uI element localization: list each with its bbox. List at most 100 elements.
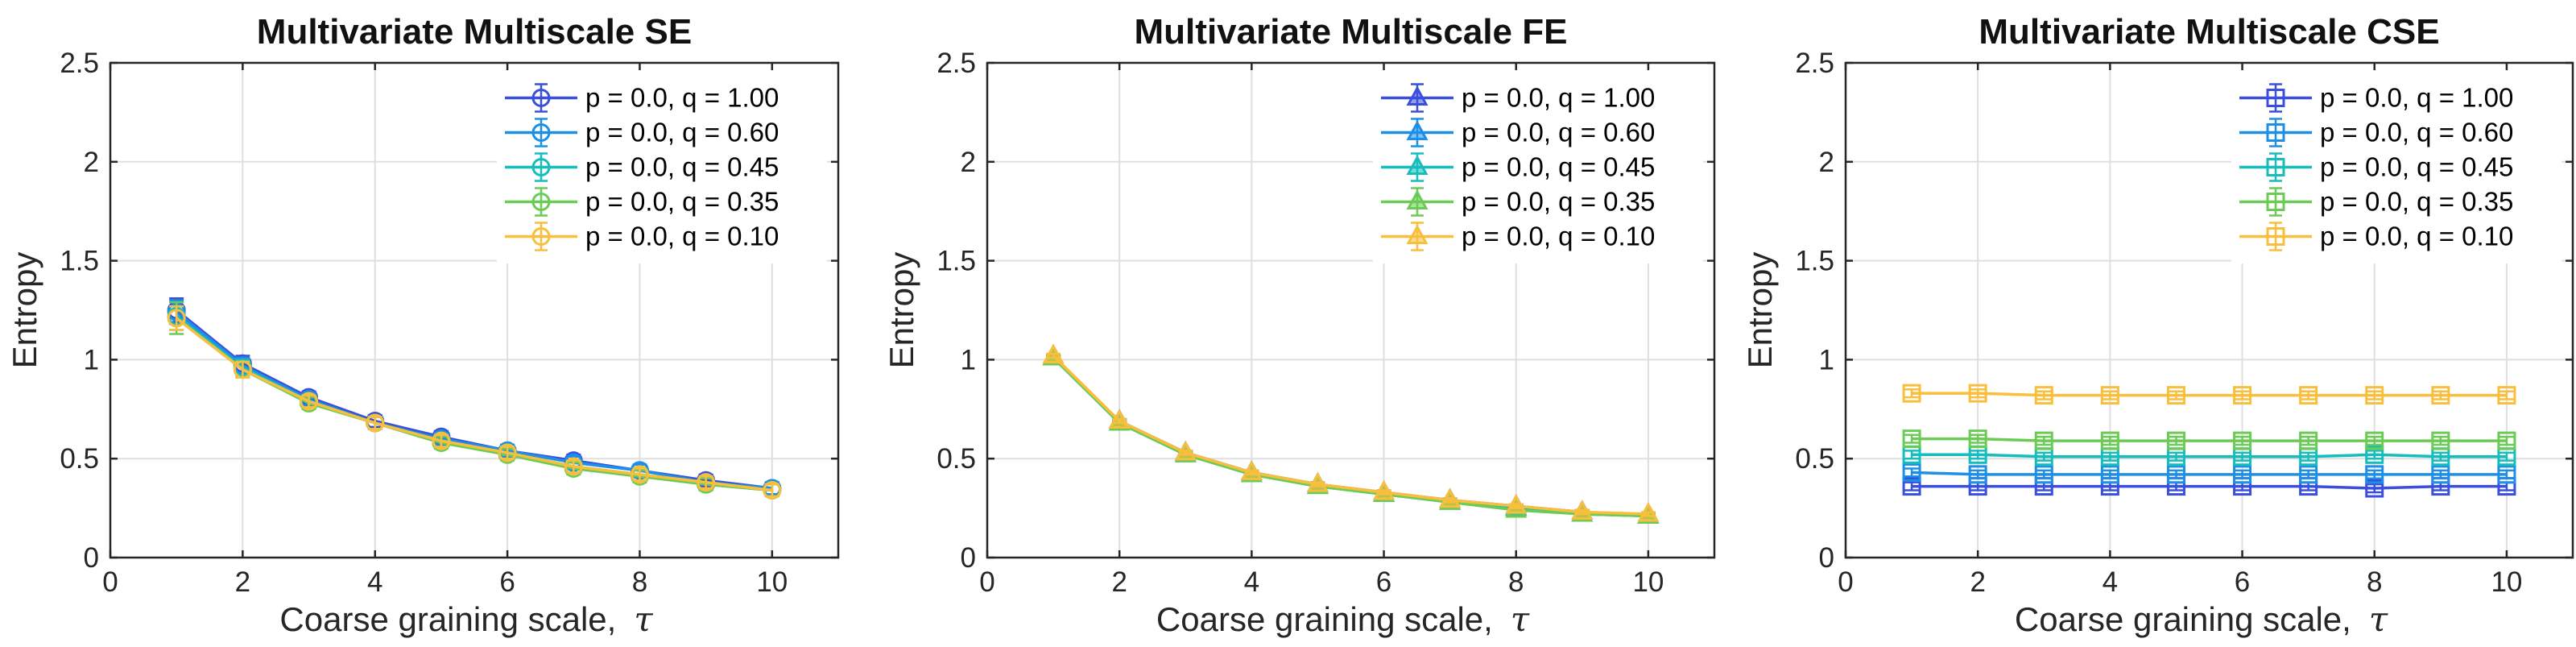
error-bar <box>2367 435 2382 446</box>
y-axis-label: Entropy <box>883 252 920 369</box>
legend-marker <box>2266 89 2285 107</box>
legend-item: p = 0.0, q = 0.10 <box>2239 222 2513 251</box>
series-q010 <box>167 305 782 500</box>
error-bar <box>2433 390 2448 400</box>
data-point <box>300 392 319 411</box>
series-q060 <box>1042 345 1660 524</box>
y-tick-label: 2 <box>84 147 99 178</box>
legend-marker <box>2266 193 2285 211</box>
legend-item: p = 0.0, q = 0.10 <box>505 222 779 251</box>
error-bar <box>2169 390 2184 400</box>
data-point <box>2100 465 2119 484</box>
legend-marker <box>2266 123 2285 142</box>
series-line <box>176 317 772 492</box>
series-q100 <box>1902 477 2516 498</box>
y-axis-label: Entropy <box>1741 252 1779 369</box>
series-q100 <box>1042 345 1660 524</box>
error-bar <box>1970 450 1986 460</box>
series-line <box>1052 356 1648 518</box>
error-bar <box>2499 390 2514 400</box>
data-point <box>2233 386 2252 405</box>
x-axis-label: Coarse graining scale, τ <box>279 599 653 639</box>
data-point <box>2100 431 2119 450</box>
legend-item: p = 0.0, q = 0.60 <box>2239 118 2513 147</box>
error-bar <box>1904 481 1920 491</box>
y-tick-label: 1 <box>1819 344 1834 375</box>
legend-marker <box>1406 85 1429 106</box>
error-bar <box>2103 390 2118 400</box>
y-tick-label: 2.5 <box>60 48 99 79</box>
error-bar <box>1904 467 1920 478</box>
error-bar <box>2433 469 2448 480</box>
x-tick-label: 4 <box>2103 566 2118 598</box>
chart-title: Multivariate Multiscale SE <box>257 12 692 52</box>
data-point <box>2365 431 2384 450</box>
data-point <box>1571 500 1594 521</box>
series-line <box>176 314 772 492</box>
plot-frame <box>109 61 840 559</box>
error-bar <box>2499 451 2514 462</box>
error-bar <box>2433 435 2448 446</box>
error-bar <box>2169 435 2184 446</box>
error-bar <box>2235 469 2250 480</box>
error-bar <box>2367 469 2382 480</box>
x-tick-label: 0 <box>102 566 118 598</box>
legend-item: p = 0.0, q = 0.35 <box>2239 187 2513 217</box>
y-tick-label: 2.5 <box>937 48 976 79</box>
legend-label: p = 0.0, q = 0.60 <box>585 118 779 147</box>
data-point <box>1968 465 1987 484</box>
series-line <box>1912 471 2507 476</box>
x-tick-label: 4 <box>1244 566 1259 598</box>
x-axis-symbol: τ <box>634 599 653 639</box>
data-point <box>1902 462 1921 482</box>
series-line <box>176 317 773 492</box>
series-line <box>176 311 772 490</box>
series-line <box>1052 356 1649 518</box>
series-q045 <box>1902 445 2516 467</box>
error-bar <box>2433 451 2448 462</box>
legend-item: p = 0.0, q = 0.60 <box>1381 118 1655 147</box>
error-bar <box>2235 390 2250 400</box>
x-tick-label: 2 <box>1970 566 1985 598</box>
legend-item: p = 0.0, q = 0.45 <box>2239 152 2513 182</box>
legend-label: p = 0.0, q = 0.45 <box>2320 152 2513 182</box>
legend-marker <box>1406 155 1429 175</box>
legend-label: p = 0.0, q = 0.10 <box>2320 222 2513 251</box>
x-axis-label-text: Coarse graining scale, <box>279 600 616 638</box>
data-point <box>2034 431 2053 450</box>
data-point <box>1902 384 1921 403</box>
y-tick-label: 2.5 <box>1795 48 1834 79</box>
x-tick-label: 8 <box>2367 566 2382 598</box>
data-point <box>1505 494 1528 514</box>
data-point <box>366 413 385 433</box>
chart-panel-2: 0 2 4 6 8 10 0 0.5 1 1.5 2 2.5 Multivariate Multisca… <box>883 12 1716 639</box>
y-tick-label: 1.5 <box>1795 246 1834 277</box>
legend-label: p = 0.0, q = 1.00 <box>1462 83 1655 113</box>
series-line <box>1912 453 2507 458</box>
data-point <box>1108 409 1131 429</box>
error-bar <box>2301 451 2316 462</box>
x-axis-symbol: τ <box>2369 599 2388 639</box>
error-bar <box>2367 450 2382 460</box>
data-point <box>1968 429 1987 449</box>
data-point <box>564 457 583 476</box>
error-bar <box>2235 435 2250 446</box>
y-tick-label: 0 <box>1819 542 1834 574</box>
legend-marker <box>531 89 551 107</box>
series-q045 <box>1042 345 1660 524</box>
series-q045 <box>167 301 782 500</box>
legend-marker <box>1406 224 1429 244</box>
data-point <box>1042 343 1065 363</box>
y-tick-label: 2 <box>1819 147 1834 178</box>
series-q100 <box>167 297 782 498</box>
y-tick-label: 0 <box>84 542 99 574</box>
data-point <box>2431 386 2450 405</box>
error-bar <box>2367 483 2382 494</box>
data-point <box>1174 440 1197 461</box>
data-point <box>763 480 782 500</box>
data-point <box>1902 477 1921 496</box>
legend-marker <box>1406 120 1429 140</box>
legend-label: p = 0.0, q = 0.35 <box>1462 187 1655 217</box>
error-bar <box>1970 388 1986 399</box>
legend-label: p = 0.0, q = 0.35 <box>2320 187 2513 217</box>
